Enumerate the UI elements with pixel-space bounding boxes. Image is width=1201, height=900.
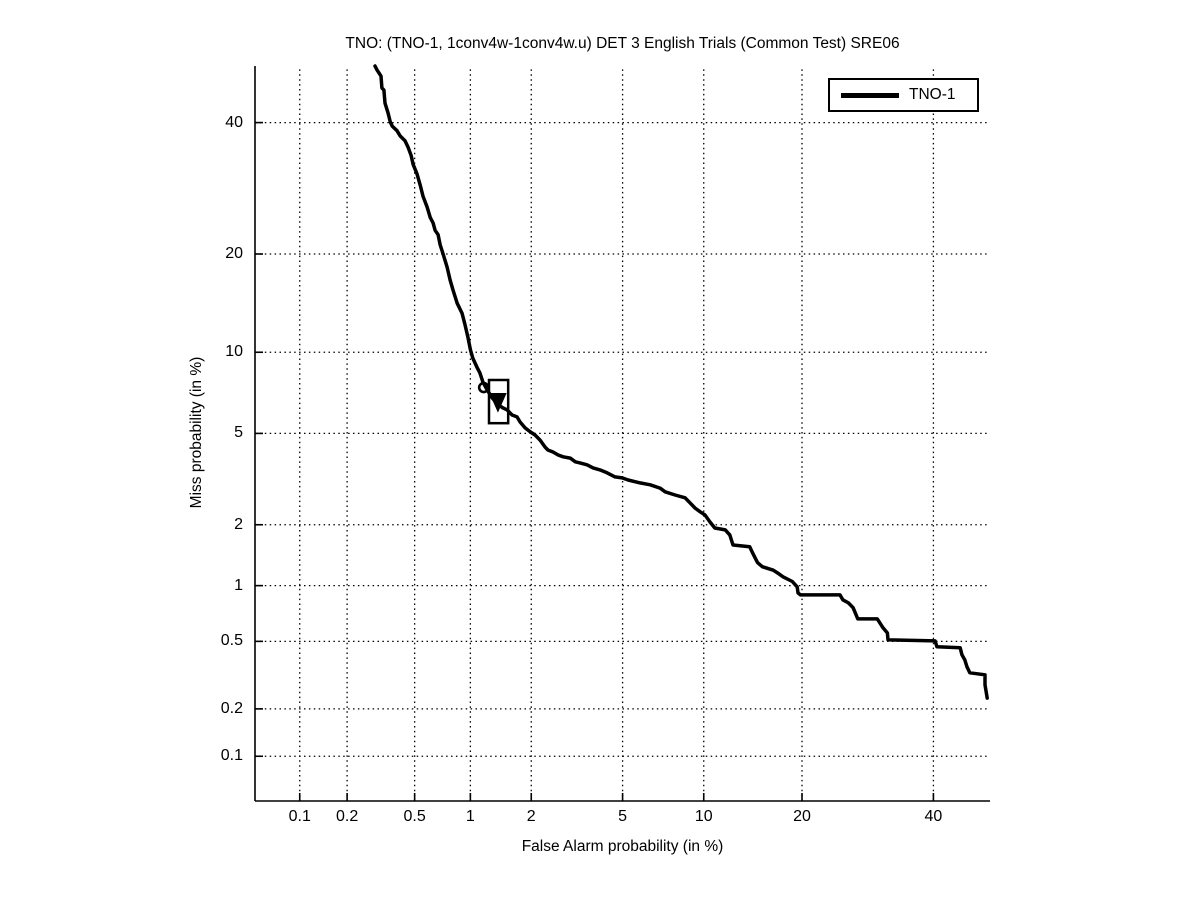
x-tick-label: 2 — [526, 808, 536, 825]
x-axis-label: False Alarm probability (in %) — [521, 838, 724, 855]
legend: TNO-1 — [828, 78, 979, 112]
det-curve-tno-1 — [373, 64, 989, 700]
x-tick-label: 10 — [694, 808, 713, 825]
y-tick-label: 40 — [225, 113, 243, 131]
x-tick-label: 1 — [465, 808, 475, 825]
y-tick-label: 10 — [225, 343, 243, 361]
x-tick-label: 40 — [924, 808, 943, 825]
x-tick-label: 0.5 — [403, 808, 426, 825]
legend-line-sample — [841, 92, 899, 98]
y-tick-label: 1 — [234, 576, 243, 594]
y-tick-label: 5 — [234, 424, 243, 442]
y-tick-label: 20 — [225, 244, 243, 262]
actual-dcf-triangle-marker — [489, 392, 507, 413]
x-tick-label: 0.2 — [335, 808, 359, 825]
legend-label: TNO-1 — [909, 86, 956, 103]
y-tick-label: 0.5 — [220, 632, 243, 650]
chart-title: TNO: (TNO-1, 1conv4w-1conv4w.u) DET 3 En… — [345, 35, 900, 52]
y-tick-label: 2 — [234, 515, 243, 533]
y-tick-label: 0.2 — [220, 699, 243, 717]
y-axis-label: Miss probability (in %) — [188, 356, 205, 509]
dcf-box-marker — [487, 378, 510, 425]
x-tick-label: 0.1 — [288, 808, 311, 825]
y-tick-label: 0.1 — [220, 747, 243, 765]
x-tick-label: 5 — [618, 808, 628, 825]
x-tick-label: 20 — [793, 808, 811, 825]
